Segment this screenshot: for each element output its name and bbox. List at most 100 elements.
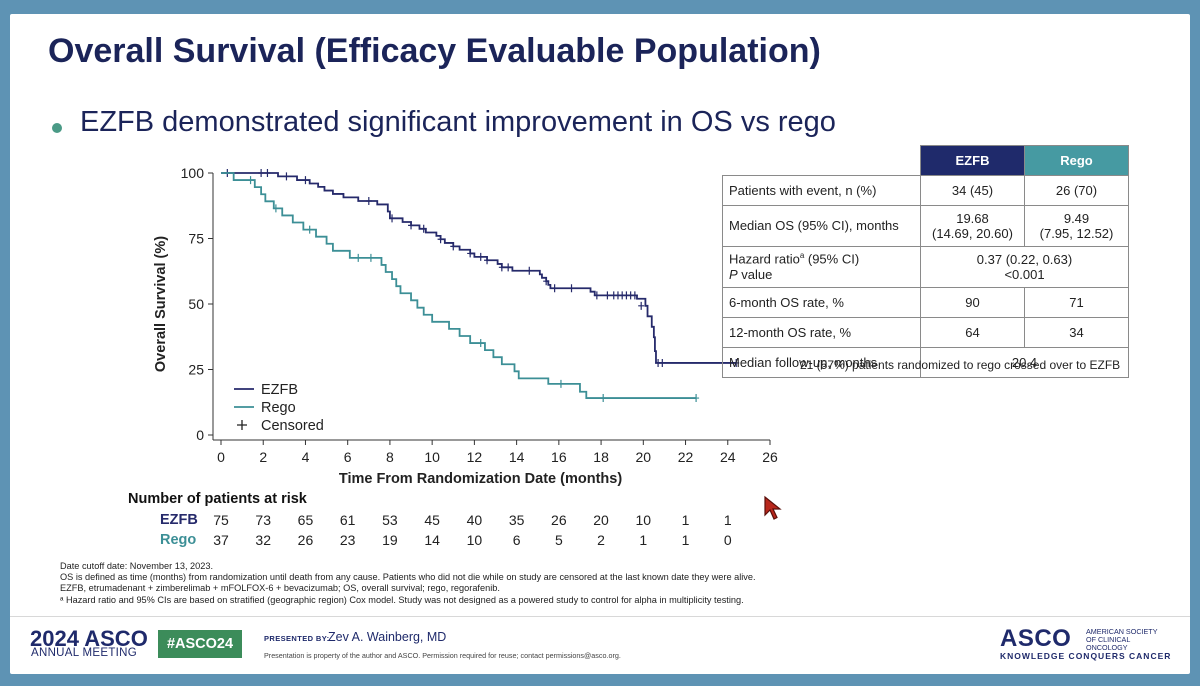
- y-axis-label: Overall Survival (%): [153, 236, 169, 372]
- at-risk-count: 0: [723, 532, 732, 548]
- meeting-logo: 2024 ASCO: [30, 626, 148, 652]
- legend-label: Rego: [261, 400, 296, 416]
- censor-mark: [437, 235, 444, 244]
- at-risk-count: 61: [339, 512, 356, 528]
- at-risk-label-ezfb: EZFB: [160, 512, 198, 528]
- x-tick-label: 22: [678, 449, 694, 465]
- at-risk-count: 1: [723, 512, 732, 528]
- table-row: 6-month OS rate, % 90 71: [722, 286, 1129, 318]
- patients-rego: 26 (70): [1024, 174, 1129, 206]
- asco-tagline: KNOWLEDGE CONQUERS CANCER: [1000, 651, 1172, 661]
- at-risk-count: 6: [512, 532, 521, 548]
- x-axis-label: Time From Randomization Date (months): [339, 471, 622, 487]
- followup-value: 20.4: [920, 346, 1129, 378]
- os-summary-table: EZFB Rego Patients with event, n (%) 34 …: [722, 145, 1129, 378]
- y-tick-label: 75: [188, 231, 204, 247]
- censor-mark: [604, 291, 611, 300]
- table-corner: [723, 146, 921, 176]
- x-tick-label: 12: [467, 449, 483, 465]
- censor-mark: [247, 176, 254, 185]
- footnote-cutoff: Date cutoff date: November 13, 2023.: [60, 561, 214, 571]
- censor-mark: [302, 176, 309, 185]
- x-tick-label: 16: [551, 449, 567, 465]
- censor-mark: [557, 379, 564, 388]
- censor-mark: [467, 249, 474, 258]
- censor-mark: [498, 263, 505, 272]
- median-ezfb: 19.68 (14.69, 20.60): [920, 204, 1025, 247]
- footer-divider: [10, 616, 1190, 617]
- row-label-median: Median OS (95% CI), months: [722, 204, 921, 247]
- x-tick-label: 8: [386, 449, 394, 465]
- at-risk-count: 26: [551, 512, 567, 528]
- patients-ezfb: 34 (45): [920, 174, 1025, 206]
- at-risk-label-rego: Rego: [160, 532, 197, 548]
- hr-value: 0.37 (0.22, 0.63): [976, 251, 1073, 267]
- crossover-note: 21 (57%) patients randomized to rego cro…: [800, 358, 1121, 372]
- asco-logo: ASCO: [1000, 625, 1072, 652]
- bullet-text: EZFB demonstrated significant improvemen…: [80, 106, 836, 138]
- at-risk-count: 1: [681, 512, 690, 528]
- at-risk-count: 53: [382, 512, 398, 528]
- row-label-6m: 6-month OS rate, %: [722, 286, 921, 318]
- at-risk-count: 73: [255, 512, 272, 528]
- censor-mark: [264, 169, 271, 177]
- at-risk-count: 1: [639, 532, 648, 548]
- censor-mark: [505, 263, 512, 272]
- median-ezfb-value: 19.68: [956, 210, 989, 226]
- censor-mark: [659, 358, 666, 367]
- footnote-os-definition: OS is defined as time (months) from rand…: [60, 572, 756, 583]
- presented-by-label: PRESENTED BY:: [264, 634, 330, 643]
- p-label: P: [729, 266, 738, 282]
- table-row: Hazard ratioa (95% CI) P value 0.37 (0.2…: [722, 245, 1129, 288]
- censor-mark: [367, 253, 374, 262]
- hr-label: Hazard ratio: [729, 251, 800, 267]
- median-rego-value: 9.49: [1063, 210, 1090, 226]
- at-risk-count: 14: [424, 532, 440, 548]
- censor-mark: [484, 256, 491, 265]
- censor-mark: [389, 214, 396, 223]
- mouse-pointer-icon: [764, 495, 782, 520]
- at-risk-count: 32: [255, 532, 272, 548]
- censor-mark: [593, 291, 600, 300]
- legend-label: Censored: [261, 418, 324, 434]
- table-row: Median follow-up, months 20.4: [722, 346, 1129, 378]
- presenter-name: Zev A. Wainberg, MD: [328, 630, 447, 644]
- x-tick-label: 14: [509, 449, 525, 465]
- p-label-tail: value: [737, 266, 773, 282]
- hr-sup: a: [799, 251, 805, 261]
- footnotes: Date cutoff date: November 13, 2023. OS …: [60, 561, 756, 606]
- median-rego-ci: (7.95, 12.52): [1039, 225, 1114, 241]
- censor-mark: [543, 277, 550, 286]
- y-tick-label: 50: [188, 296, 204, 312]
- at-risk-count: 26: [297, 532, 314, 548]
- censor-mark: [477, 339, 484, 348]
- meeting-year: 2024: [30, 626, 79, 651]
- y-tick-label: 100: [181, 165, 205, 181]
- median-ezfb-ci: (14.69, 20.60): [932, 225, 1013, 241]
- censor-mark: [306, 225, 313, 234]
- legend-censor-icon: [237, 420, 247, 430]
- censor-mark: [283, 172, 290, 181]
- meeting-asco: ASCO: [84, 626, 148, 651]
- at-risk-count: 35: [508, 512, 525, 528]
- x-tick-label: 6: [344, 449, 352, 465]
- x-tick-label: 10: [424, 449, 440, 465]
- m6-rego: 71: [1024, 286, 1129, 318]
- x-tick-label: 4: [302, 449, 310, 465]
- censor-mark: [477, 252, 484, 261]
- table-row: Patients with event, n (%) 34 (45) 26 (7…: [722, 174, 1129, 206]
- censor-mark: [450, 242, 457, 251]
- x-tick-label: 18: [593, 449, 609, 465]
- at-risk-count: 1: [681, 532, 690, 548]
- annual-meeting-label: ANNUAL MEETING: [31, 647, 138, 659]
- row-label-hazard: Hazard ratioa (95% CI) P value: [722, 245, 921, 288]
- at-risk-count: 75: [213, 512, 229, 528]
- at-risk-count: 10: [635, 512, 652, 528]
- censor-mark: [600, 394, 607, 403]
- hazard-value: 0.37 (0.22, 0.63) <0.001: [920, 245, 1129, 288]
- x-tick-label: 26: [762, 449, 778, 465]
- table-row: Median OS (95% CI), months 19.68 (14.69,…: [722, 204, 1129, 247]
- at-risk-count: 19: [382, 532, 398, 548]
- m6-ezfb: 90: [920, 286, 1025, 318]
- property-notice: Presentation is property of the author a…: [264, 651, 621, 660]
